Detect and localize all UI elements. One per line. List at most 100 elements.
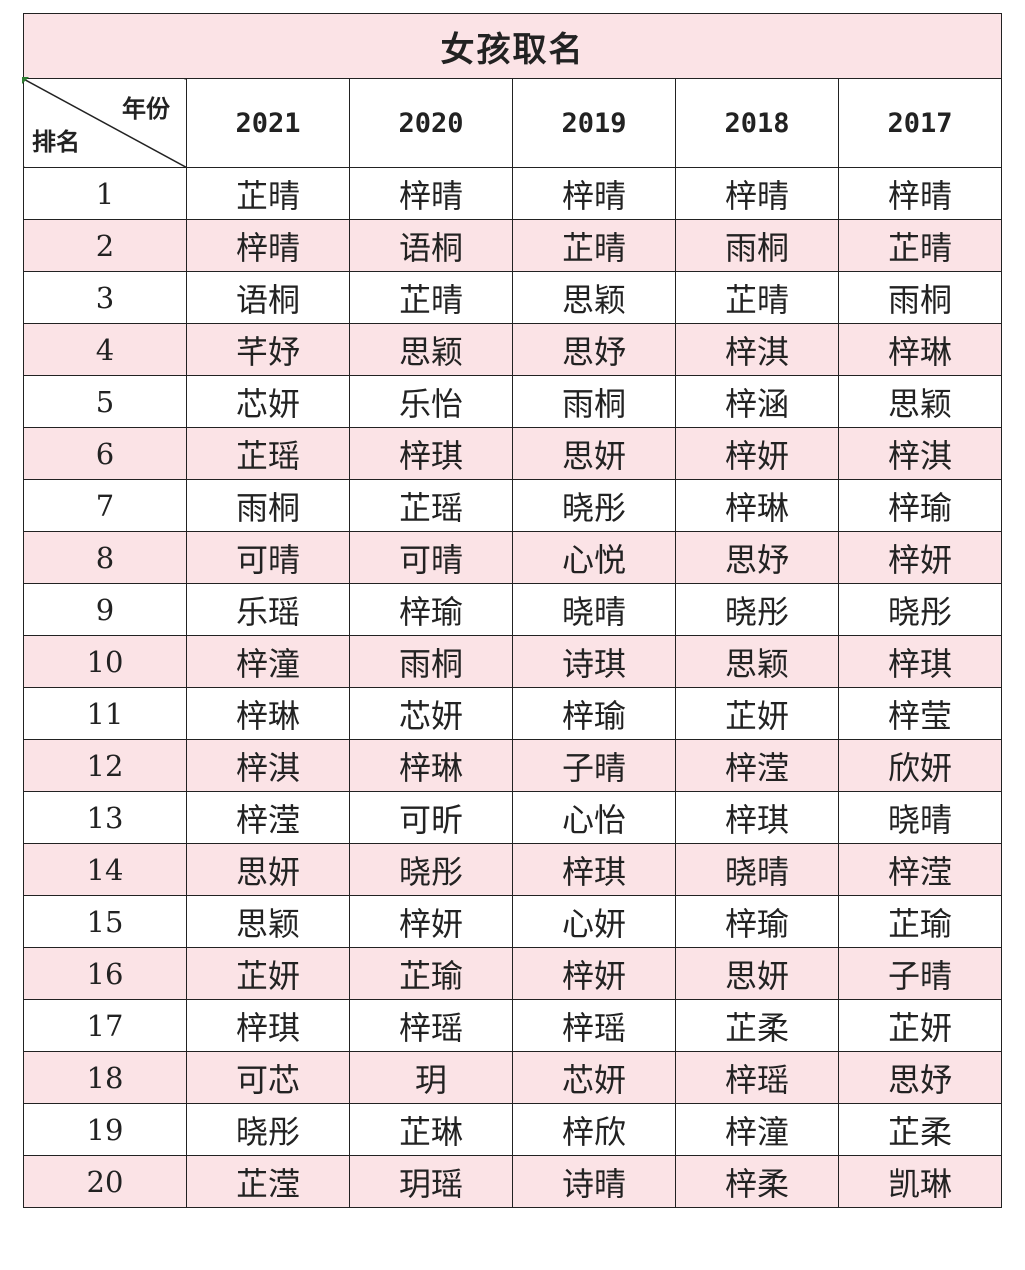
rank-cell[interactable]: 12 — [23, 739, 187, 792]
name-cell[interactable]: 雨桐 — [186, 479, 350, 532]
name-cell[interactable]: 诗晴 — [512, 1155, 676, 1208]
name-cell[interactable]: 晓彤 — [349, 843, 513, 896]
name-cell[interactable]: 梓琪 — [675, 791, 839, 844]
name-cell[interactable]: 晓晴 — [512, 583, 676, 636]
name-cell[interactable]: 梓琳 — [349, 739, 513, 792]
rank-cell[interactable]: 16 — [23, 947, 187, 1000]
name-cell[interactable]: 梓瑶 — [512, 999, 676, 1052]
name-cell[interactable]: 梓晴 — [675, 167, 839, 220]
name-cell[interactable]: 梓琳 — [837, 323, 1003, 376]
year-header-2020[interactable]: 2020 — [349, 78, 513, 168]
name-cell[interactable]: 乐怡 — [349, 375, 513, 428]
name-cell[interactable]: 芷妍 — [837, 999, 1003, 1052]
name-cell[interactable]: 晓彤 — [186, 1103, 350, 1156]
name-cell[interactable]: 梓滢 — [837, 843, 1003, 896]
name-cell[interactable]: 梓滢 — [186, 791, 350, 844]
name-cell[interactable]: 芷柔 — [837, 1103, 1003, 1156]
name-cell[interactable]: 思妍 — [512, 427, 676, 480]
rank-cell[interactable]: 13 — [23, 791, 187, 844]
name-cell[interactable]: 梓晴 — [349, 167, 513, 220]
name-cell[interactable]: 玥 — [349, 1051, 513, 1104]
name-cell[interactable]: 语桐 — [186, 271, 350, 324]
name-cell[interactable]: 梓瑶 — [349, 999, 513, 1052]
year-header-2017[interactable]: 2017 — [837, 78, 1003, 168]
name-cell[interactable]: 晓彤 — [512, 479, 676, 532]
rank-cell[interactable]: 17 — [23, 999, 187, 1052]
name-cell[interactable]: 晓晴 — [675, 843, 839, 896]
name-cell[interactable]: 凯琳 — [837, 1155, 1003, 1208]
name-cell[interactable]: 梓晴 — [837, 167, 1003, 220]
rank-cell[interactable]: 3 — [23, 271, 187, 324]
rank-cell[interactable]: 18 — [23, 1051, 187, 1104]
name-cell[interactable]: 可晴 — [186, 531, 350, 584]
name-cell[interactable]: 梓柔 — [675, 1155, 839, 1208]
year-header-2018[interactable]: 2018 — [675, 78, 839, 168]
name-cell[interactable]: 思颖 — [512, 271, 676, 324]
name-cell[interactable]: 梓淇 — [186, 739, 350, 792]
name-cell[interactable]: 芯妍 — [349, 687, 513, 740]
name-cell[interactable]: 芯妍 — [512, 1051, 676, 1104]
name-cell[interactable]: 梓瑜 — [512, 687, 676, 740]
name-cell[interactable]: 梓琪 — [837, 635, 1003, 688]
name-cell[interactable]: 梓瑶 — [675, 1051, 839, 1104]
name-cell[interactable]: 梓晴 — [186, 219, 350, 272]
name-cell[interactable]: 思妍 — [186, 843, 350, 896]
rank-cell[interactable]: 11 — [23, 687, 187, 740]
rank-cell[interactable]: 15 — [23, 895, 187, 948]
name-cell[interactable]: 子晴 — [512, 739, 676, 792]
rank-cell[interactable]: 4 — [23, 323, 187, 376]
name-cell[interactable]: 诗琪 — [512, 635, 676, 688]
name-cell[interactable]: 芯妍 — [186, 375, 350, 428]
year-header-2019[interactable]: 2019 — [512, 78, 676, 168]
rank-cell[interactable]: 20 — [23, 1155, 187, 1208]
rank-cell[interactable]: 19 — [23, 1103, 187, 1156]
name-cell[interactable]: 梓瑜 — [675, 895, 839, 948]
name-cell[interactable]: 梓瑜 — [837, 479, 1003, 532]
name-cell[interactable]: 思颖 — [675, 635, 839, 688]
name-cell[interactable]: 思颖 — [186, 895, 350, 948]
name-cell[interactable]: 梓琳 — [186, 687, 350, 740]
name-cell[interactable]: 芷妍 — [675, 687, 839, 740]
name-cell[interactable]: 思妤 — [837, 1051, 1003, 1104]
name-cell[interactable]: 芷晴 — [512, 219, 676, 272]
name-cell[interactable]: 思颖 — [349, 323, 513, 376]
name-cell[interactable]: 芷妍 — [186, 947, 350, 1000]
name-cell[interactable]: 可晴 — [349, 531, 513, 584]
name-cell[interactable]: 梓滢 — [675, 739, 839, 792]
name-cell[interactable]: 玥瑶 — [349, 1155, 513, 1208]
name-cell[interactable]: 梓涵 — [675, 375, 839, 428]
year-header-2021[interactable]: 2021 — [186, 78, 350, 168]
rank-cell[interactable]: 2 — [23, 219, 187, 272]
name-cell[interactable]: 思妍 — [675, 947, 839, 1000]
name-cell[interactable]: 梓淇 — [675, 323, 839, 376]
name-cell[interactable]: 梓潼 — [186, 635, 350, 688]
name-cell[interactable]: 芷琳 — [349, 1103, 513, 1156]
name-cell[interactable]: 思妤 — [512, 323, 676, 376]
name-cell[interactable]: 雨桐 — [837, 271, 1003, 324]
name-cell[interactable]: 心怡 — [512, 791, 676, 844]
rank-cell[interactable]: 9 — [23, 583, 187, 636]
name-cell[interactable]: 芷晴 — [186, 167, 350, 220]
name-cell[interactable]: 梓琪 — [349, 427, 513, 480]
name-cell[interactable]: 梓妍 — [512, 947, 676, 1000]
rank-cell[interactable]: 6 — [23, 427, 187, 480]
name-cell[interactable]: 雨桐 — [349, 635, 513, 688]
rank-cell[interactable]: 5 — [23, 375, 187, 428]
name-cell[interactable]: 芷晴 — [349, 271, 513, 324]
rank-cell[interactable]: 1 — [23, 167, 187, 220]
name-cell[interactable]: 梓琪 — [512, 843, 676, 896]
name-cell[interactable]: 晓彤 — [837, 583, 1003, 636]
name-cell[interactable]: 芷瑜 — [349, 947, 513, 1000]
name-cell[interactable]: 可昕 — [349, 791, 513, 844]
rank-cell[interactable]: 10 — [23, 635, 187, 688]
name-cell[interactable]: 心妍 — [512, 895, 676, 948]
name-cell[interactable]: 芷瑶 — [186, 427, 350, 480]
name-cell[interactable]: 思颖 — [837, 375, 1003, 428]
name-cell[interactable]: 梓妍 — [349, 895, 513, 948]
name-cell[interactable]: 子晴 — [837, 947, 1003, 1000]
name-cell[interactable]: 芷晴 — [837, 219, 1003, 272]
name-cell[interactable]: 欣妍 — [837, 739, 1003, 792]
name-cell[interactable]: 芷瑜 — [837, 895, 1003, 948]
name-cell[interactable]: 雨桐 — [675, 219, 839, 272]
name-cell[interactable]: 梓琪 — [186, 999, 350, 1052]
